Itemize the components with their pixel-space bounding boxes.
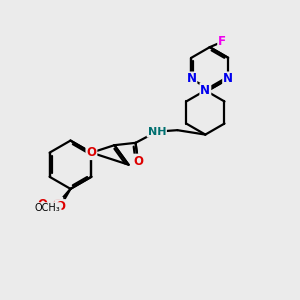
Text: F: F	[218, 35, 226, 48]
Text: O: O	[86, 146, 96, 159]
Text: N: N	[200, 84, 210, 97]
Text: O: O	[55, 200, 65, 213]
Text: NH: NH	[148, 127, 166, 136]
Text: OCH₃: OCH₃	[35, 203, 61, 213]
Text: O: O	[133, 154, 143, 168]
Text: N: N	[186, 72, 197, 86]
Text: N: N	[223, 72, 233, 86]
Text: O: O	[52, 198, 62, 211]
Text: O: O	[37, 198, 47, 211]
